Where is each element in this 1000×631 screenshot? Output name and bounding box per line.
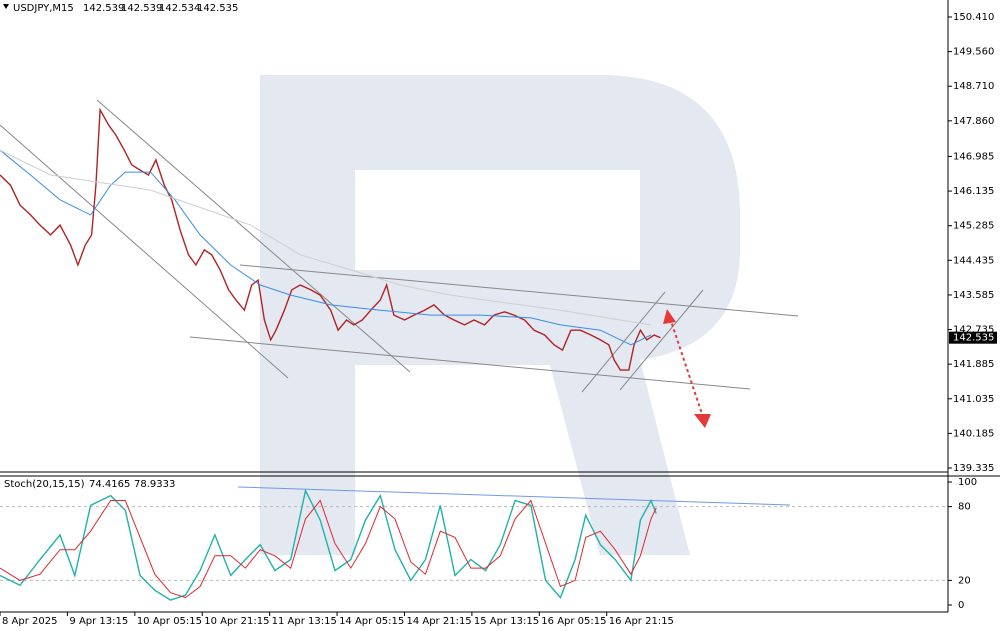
y-tick-label: 100 — [958, 477, 977, 488]
y-tick-label: 148.710 — [953, 81, 994, 92]
series-line — [0, 149, 652, 326]
watermark — [260, 75, 740, 555]
trend-line — [619, 289, 704, 391]
series-line — [0, 107, 661, 371]
y-tick-label: 141.035 — [953, 394, 994, 405]
trend-line — [0, 124, 289, 379]
x-tick-label: 10 Apr 21:15 — [204, 616, 269, 627]
trend-lines — [0, 99, 799, 393]
series-line — [0, 149, 652, 346]
y-tick-label: 150.410 — [953, 12, 994, 23]
y-tick-label: 20 — [958, 575, 971, 586]
y-tick-label: 139.335 — [953, 463, 994, 474]
ohlc-value: 142.535 — [197, 3, 238, 14]
arrow-head — [663, 309, 676, 324]
y-tick-label: 147.860 — [953, 116, 994, 127]
y-tick-label: 140.185 — [953, 428, 994, 439]
series-line — [0, 488, 657, 601]
stoch-reading: 74.4165 — [89, 479, 130, 490]
series-line — [0, 499, 657, 599]
x-tick-label: 15 Apr 13:15 — [474, 616, 539, 627]
x-tick-label: 10 Apr 05:15 — [137, 616, 202, 627]
last-price-tag — [949, 331, 997, 344]
trend-line — [239, 264, 799, 317]
trend-line — [581, 291, 666, 393]
y-tick-label: 80 — [958, 502, 971, 513]
y-tick-label: 143.585 — [953, 290, 994, 301]
plots — [0, 107, 948, 601]
symbol-title: USDJPY,M15 — [13, 3, 74, 14]
trend-line — [96, 99, 411, 373]
x-tick-label: 8 Apr 2025 — [2, 616, 57, 627]
ohlc-value: 142.539 — [83, 3, 124, 14]
x-tick-label: 9 Apr 13:15 — [69, 616, 128, 627]
x-tick-label: 11 Apr 13:15 — [272, 616, 337, 627]
y-tick-label: 144.435 — [953, 255, 994, 266]
forecast-arrow — [663, 309, 711, 428]
x-tick-label: 14 Apr 21:15 — [406, 616, 471, 627]
trend-line — [189, 336, 751, 390]
y-tick-label: 0 — [958, 600, 964, 611]
x-tick-label: 16 Apr 05:15 — [541, 616, 606, 627]
stoch-title: Stoch(20,15,15) — [4, 479, 85, 490]
symbol-icon — [3, 4, 9, 9]
stoch-trend-line — [237, 486, 791, 506]
x-tick-label: 16 Apr 21:15 — [609, 616, 674, 627]
y-tick-label: 145.285 — [953, 221, 994, 232]
y-tick-label: 146.985 — [953, 151, 994, 162]
ohlc-value: 142.534 — [159, 3, 200, 14]
ohlc-value: 142.539 — [121, 3, 162, 14]
y-tick-label: 142.735 — [953, 325, 994, 336]
arrow-shaft — [669, 317, 703, 415]
y-tick-label: 146.135 — [953, 186, 994, 197]
x-tick-label: 14 Apr 05:15 — [339, 616, 404, 627]
arrow-head — [694, 414, 711, 428]
y-tick-label: 141.885 — [953, 359, 994, 370]
y-tick-label: 149.560 — [953, 47, 994, 58]
stoch-reading: 78.9333 — [134, 479, 175, 490]
last-price-label: 142.535 — [953, 333, 994, 344]
